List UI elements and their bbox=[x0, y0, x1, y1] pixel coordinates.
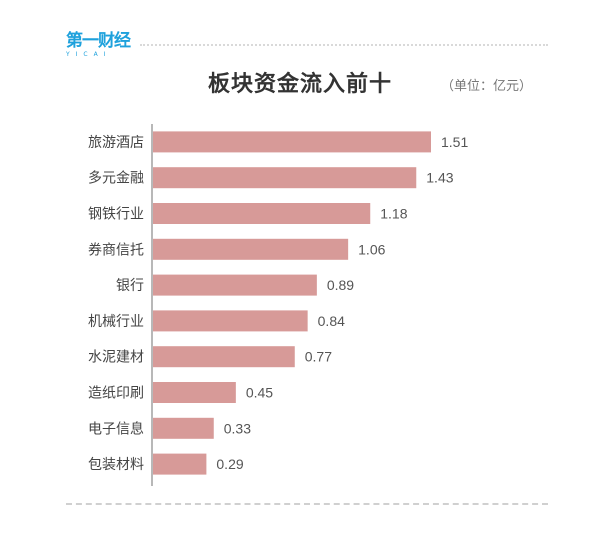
value-label: 0.84 bbox=[318, 313, 345, 329]
top-divider bbox=[140, 44, 548, 46]
value-label: 0.77 bbox=[305, 349, 332, 365]
category-label: 券商信托 bbox=[88, 242, 144, 258]
category-label: 钢铁行业 bbox=[88, 207, 144, 223]
value-label: 0.33 bbox=[224, 420, 251, 436]
bar bbox=[153, 238, 349, 260]
bar bbox=[153, 274, 317, 296]
logo: 第一财经 YICAI bbox=[66, 32, 136, 62]
category-label: 机械行业 bbox=[88, 314, 144, 330]
category-label: 电子信息 bbox=[88, 420, 144, 437]
value-label: 0.29 bbox=[216, 456, 243, 472]
logo-subtext: YICAI bbox=[66, 51, 112, 58]
bar bbox=[153, 131, 431, 153]
bar bbox=[153, 453, 207, 475]
bar bbox=[153, 417, 214, 439]
bottom-divider bbox=[66, 503, 548, 505]
unit-label: （单位：亿元） bbox=[440, 79, 532, 94]
bar bbox=[153, 382, 236, 403]
bar bbox=[153, 167, 417, 189]
value-label: 0.45 bbox=[246, 385, 273, 401]
category-label: 银行 bbox=[116, 278, 144, 294]
bars-group: 旅游酒店 1.51 多元金融 1.43 钢铁行业 1.18 券商信托 1.06 银行 0.89 机械… bbox=[88, 124, 468, 486]
bar bbox=[153, 203, 371, 224]
value-label: 0.89 bbox=[327, 277, 354, 293]
value-label: 1.51 bbox=[441, 134, 468, 150]
value-label: 1.18 bbox=[380, 206, 407, 222]
value-label: 1.43 bbox=[426, 170, 453, 186]
category-label: 旅游酒店 bbox=[88, 135, 144, 151]
category-label: 造纸印刷 bbox=[88, 386, 144, 402]
category-label: 多元金融 bbox=[88, 170, 144, 187]
bar bbox=[153, 310, 308, 332]
chart-title: 板块资金流入前十 bbox=[207, 72, 392, 97]
category-label: 水泥建材 bbox=[88, 350, 144, 366]
value-label: 1.06 bbox=[358, 241, 385, 257]
logo-text: 第一财经 bbox=[66, 31, 131, 51]
category-label: 包装材料 bbox=[88, 457, 144, 473]
bar bbox=[153, 346, 295, 368]
